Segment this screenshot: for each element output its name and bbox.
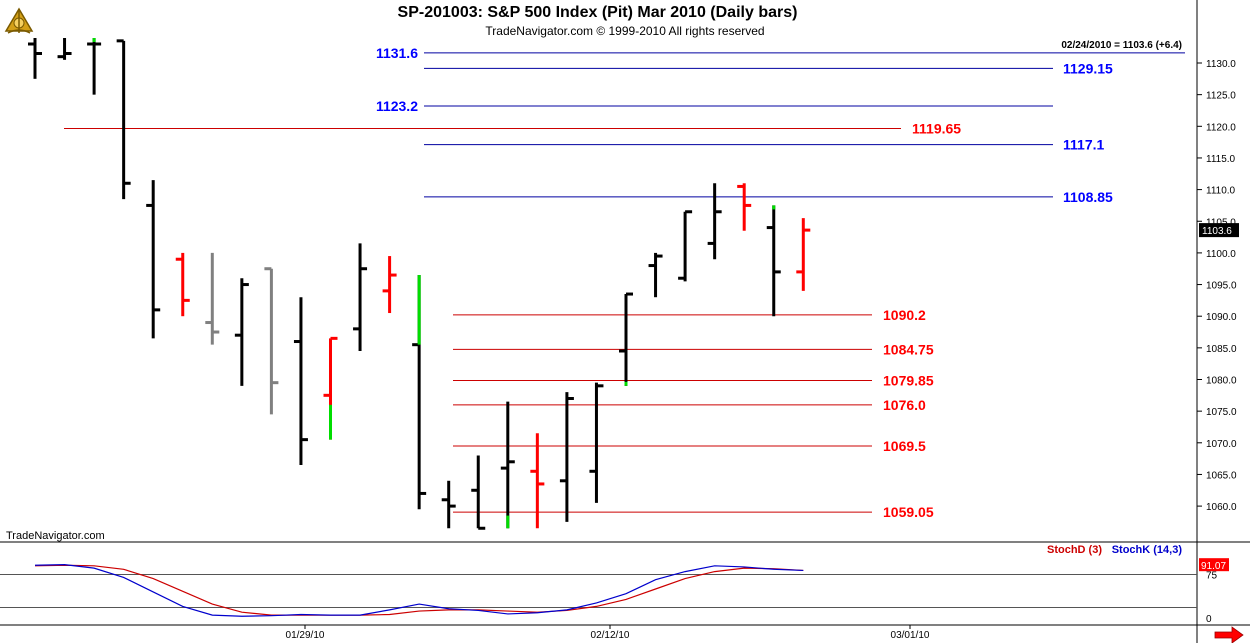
price-tick-label: 1105.0 <box>1206 217 1236 228</box>
level-lines: 1131.6 1129.15 1123.2 1119.65 1117.1 1108.85 1… <box>64 45 1185 520</box>
price-tick-label: 1100.0 <box>1206 249 1236 260</box>
stoch-tick-label: 75 <box>1206 571 1218 582</box>
stoch-last-box <box>1199 558 1229 572</box>
sextant-logo-icon <box>4 7 34 34</box>
level-label: 1123.2 <box>376 98 418 114</box>
stochastic-panel: StochD (3) StochK (14,3) 75 0 91.07 <box>34 544 1229 625</box>
axes: 1130.0 1125.0 1120.0 1115.0 1110.0 1105.0 1100… <box>286 40 1244 643</box>
stoch-line <box>34 564 804 616</box>
last-price-box <box>1199 223 1239 238</box>
level-label: 1079.85 <box>883 372 934 388</box>
price-tick-label: 1070.0 <box>1206 439 1237 450</box>
chart-subtitle: TradeNavigator.com © 1999-2010 All right… <box>485 24 765 38</box>
level-label: 1119.65 <box>912 121 961 137</box>
time-tick-label: 03/01/10 <box>891 630 930 641</box>
price-tick-label: 1075.0 <box>1206 407 1237 418</box>
price-tick-label: 1115.0 <box>1206 154 1236 165</box>
time-tick-label: 02/12/10 <box>591 630 630 641</box>
stoch-last-label: 91.07 <box>1201 561 1226 572</box>
level-label: 1117.1 <box>1063 137 1104 153</box>
legend-stochk: StochK (14,3) <box>1112 544 1183 556</box>
chart-title: SP-201003: S&P 500 Index (Pit) Mar 2010 … <box>397 4 798 21</box>
price-tick-label: 1125.0 <box>1206 91 1236 102</box>
price-tick-label: 1080.0 <box>1206 376 1237 387</box>
ohlc-bars: TradeNavigator.com <box>6 38 811 542</box>
price-tick-label: 1065.0 <box>1206 470 1237 481</box>
time-tick-label: 01/29/10 <box>286 630 325 641</box>
stoch-line <box>34 564 804 617</box>
price-tick-label: 1110.0 <box>1206 186 1236 197</box>
price-tick-label: 1090.0 <box>1206 312 1237 323</box>
level-label: 1090.2 <box>883 307 926 323</box>
level-label: 1084.75 <box>883 341 934 357</box>
price-tick-label: 1120.0 <box>1206 122 1236 133</box>
level-label: 1076.0 <box>883 397 926 413</box>
price-tick-label: 1085.0 <box>1206 344 1237 355</box>
legend-stochd: StochD (3) <box>1047 544 1102 556</box>
price-tick-label: 1130.0 <box>1206 59 1236 70</box>
watermark: TradeNavigator.com <box>6 530 105 542</box>
price-tick-label: 1060.0 <box>1206 502 1237 513</box>
level-label: 1131.6 <box>376 45 418 61</box>
last-info: 02/24/2010 = 1103.6 (+6.4) <box>1061 40 1182 51</box>
level-label: 1108.85 <box>1063 189 1113 205</box>
stoch-tick-label: 0 <box>1206 614 1212 625</box>
scroll-right-arrow-icon <box>1214 626 1244 643</box>
level-label: 1129.15 <box>1063 60 1113 76</box>
level-label: 1069.5 <box>883 438 926 454</box>
price-tick-label: 1095.0 <box>1206 281 1237 292</box>
level-label: 1059.05 <box>883 504 934 520</box>
last-price-label: 1103.6 <box>1202 226 1232 237</box>
